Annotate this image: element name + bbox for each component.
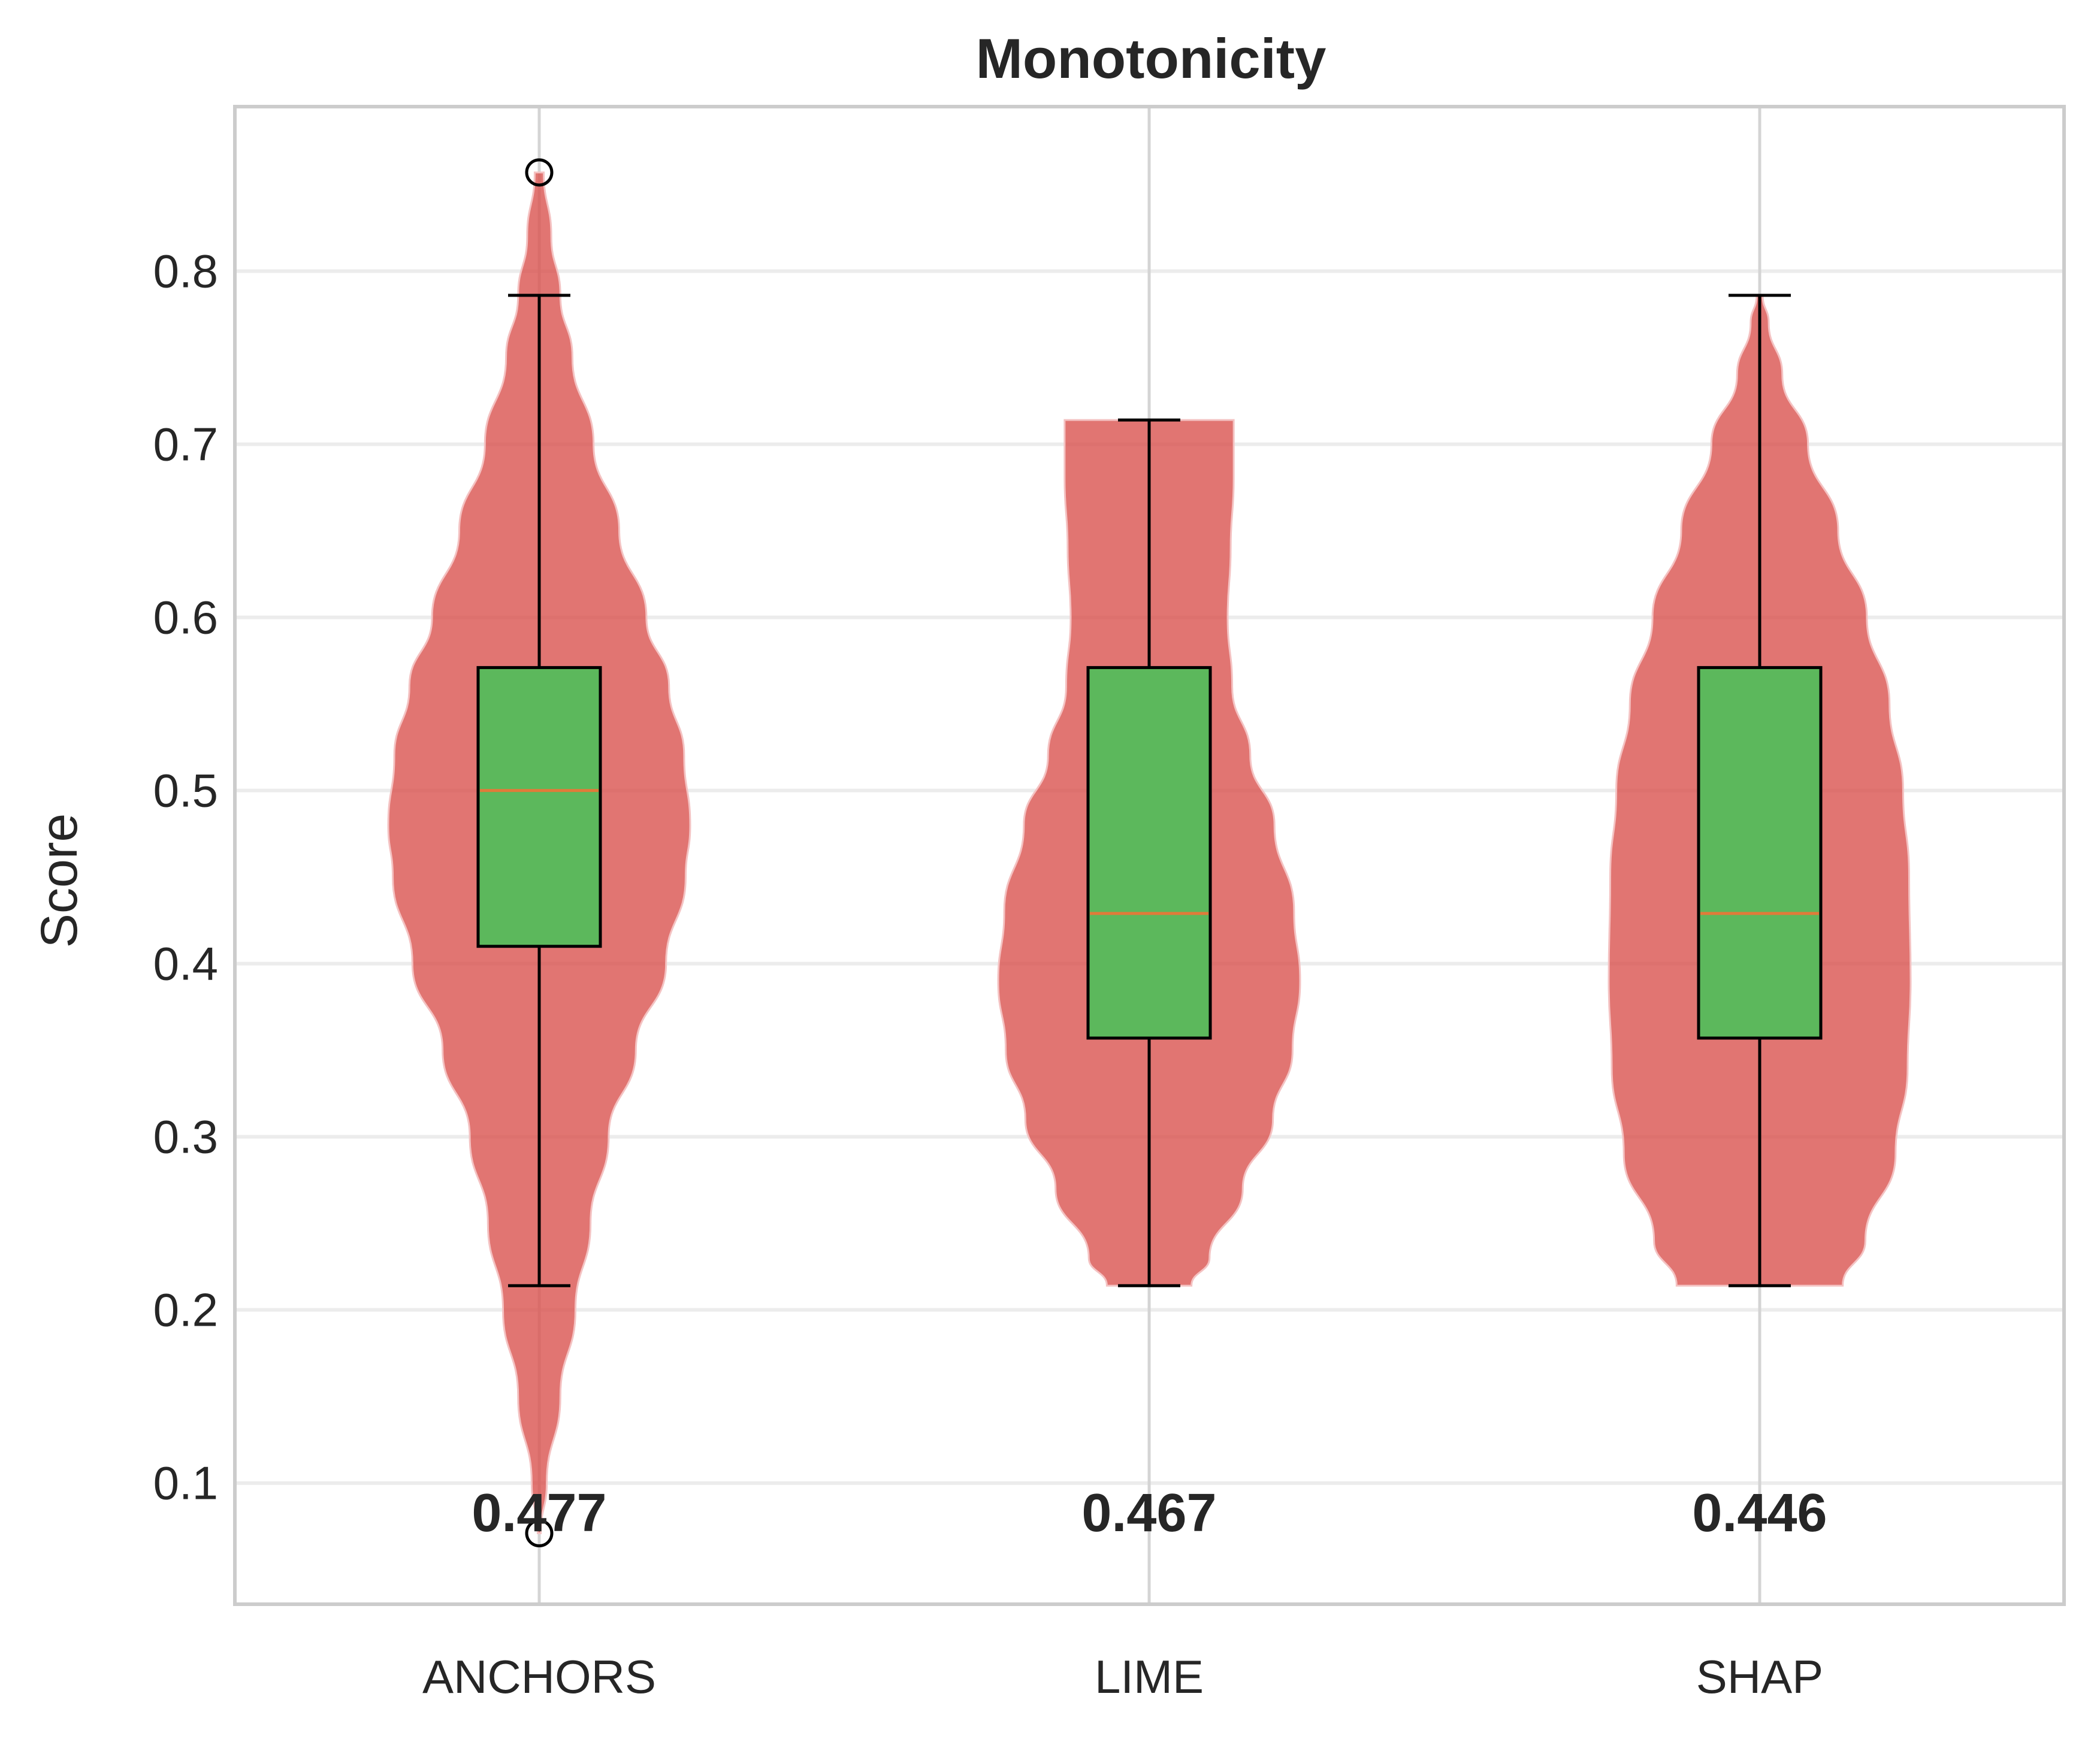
x-tick-label-lime: LIME [1095, 1650, 1204, 1703]
chart-title: Monotonicity [976, 27, 1327, 90]
violin-group-anchors: 0.477 [387, 158, 691, 1548]
outlier-anchors [525, 158, 554, 187]
y-tick-label: 0.2 [153, 1284, 218, 1336]
x-tick-label-anchors: ANCHORS [422, 1650, 656, 1703]
y-tick-label: 0.1 [153, 1457, 218, 1510]
y-axis-label: Score [31, 813, 88, 948]
y-tick-label: 0.3 [153, 1111, 218, 1163]
outlier-anchors [525, 1519, 554, 1548]
y-tick-label: 0.4 [153, 937, 218, 990]
box-anchors [476, 666, 602, 948]
box-lime [1086, 666, 1212, 1040]
y-tick-label: 0.8 [153, 245, 218, 298]
y-tick-label: 0.5 [153, 764, 218, 817]
mean-label-shap: 0.446 [1692, 1483, 1827, 1543]
x-tick-label-shap: SHAP [1696, 1650, 1823, 1703]
box-shap [1697, 666, 1823, 1040]
y-tick-label: 0.7 [153, 418, 218, 471]
y-tick-label: 0.6 [153, 591, 218, 644]
violin-group-lime: 0.467 [997, 418, 1301, 1543]
violin-group-shap: 0.446 [1608, 294, 1912, 1543]
mean-label-lime: 0.467 [1081, 1483, 1216, 1543]
plot-frame [233, 105, 2066, 1606]
mean-label-anchors: 0.477 [472, 1483, 606, 1543]
